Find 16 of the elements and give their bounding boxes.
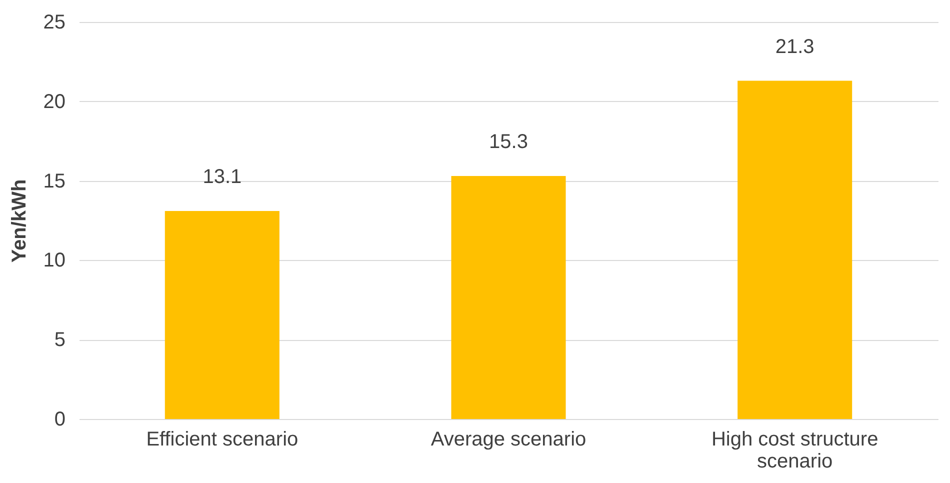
- bar: [738, 80, 852, 419]
- data-label: 15.3: [489, 131, 528, 154]
- y-tick-label: 20: [43, 90, 66, 113]
- x-tick-label: Average scenario: [430, 428, 586, 450]
- bar: [164, 210, 280, 419]
- y-tick-label: 15: [43, 170, 66, 192]
- y-tick-label: 25: [43, 12, 66, 34]
- x-tick-label: High cost structure scenario: [711, 428, 878, 472]
- data-label: 13.1: [202, 166, 242, 188]
- y-tick-label: 0: [54, 408, 66, 430]
- x-tick-label: Efficient scenario: [146, 428, 298, 450]
- y-axis-title: Yen/kWh: [8, 179, 30, 263]
- bar: [451, 176, 566, 419]
- y-tick-label: 5: [54, 329, 66, 352]
- y-tick-label: 10: [43, 250, 66, 272]
- data-label: 21.3: [775, 36, 814, 58]
